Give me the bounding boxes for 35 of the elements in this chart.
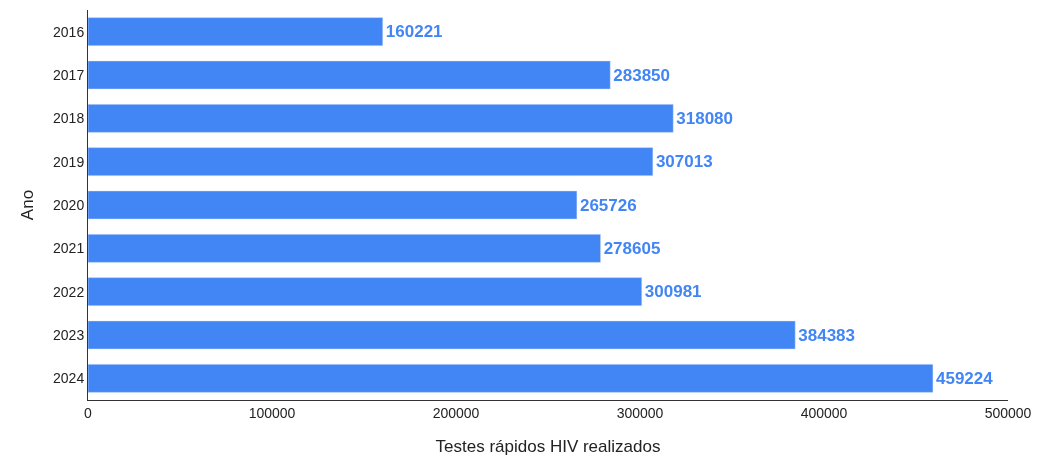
data-label: 160221 <box>385 22 443 42</box>
data-label: 384383 <box>798 325 855 345</box>
x-tick-label: 200000 <box>432 404 480 421</box>
data-label: 300981 <box>644 282 702 302</box>
data-label: 265726 <box>579 195 637 215</box>
bar <box>88 104 674 133</box>
y-tick-label: 2022 <box>53 283 85 300</box>
y-tick-label: 2019 <box>53 153 85 170</box>
bar <box>88 320 796 350</box>
data-label: 278605 <box>603 238 661 258</box>
bar <box>88 364 934 393</box>
x-tick-label: 300000 <box>616 404 664 421</box>
bar <box>88 234 601 263</box>
y-tick-label: 2018 <box>53 110 85 127</box>
y-tick-label: 2021 <box>53 240 85 257</box>
y-axis-title: Ano <box>17 189 37 221</box>
y-tick-label: 2023 <box>53 326 85 343</box>
x-tick-label: 500000 <box>984 404 1032 421</box>
bar <box>88 147 654 176</box>
bar <box>88 17 384 46</box>
x-tick-label: 100000 <box>248 404 296 421</box>
x-tick-label: 0 <box>84 404 93 421</box>
y-tick-label: 2024 <box>53 370 85 387</box>
bar <box>88 277 643 306</box>
data-label: 318080 <box>676 108 733 128</box>
bar <box>88 190 578 220</box>
y-tick-label: 2017 <box>53 66 85 83</box>
x-axis-title: Testes rápidos HIV realizados <box>435 437 661 457</box>
data-label: 459224 <box>935 368 994 388</box>
data-label: 283850 <box>613 65 671 85</box>
bar <box>88 60 611 90</box>
y-tick-label: 2020 <box>53 196 85 213</box>
x-tick-label: 400000 <box>800 404 848 421</box>
data-label: 307013 <box>655 152 713 172</box>
y-tick-label: 2016 <box>53 23 85 40</box>
